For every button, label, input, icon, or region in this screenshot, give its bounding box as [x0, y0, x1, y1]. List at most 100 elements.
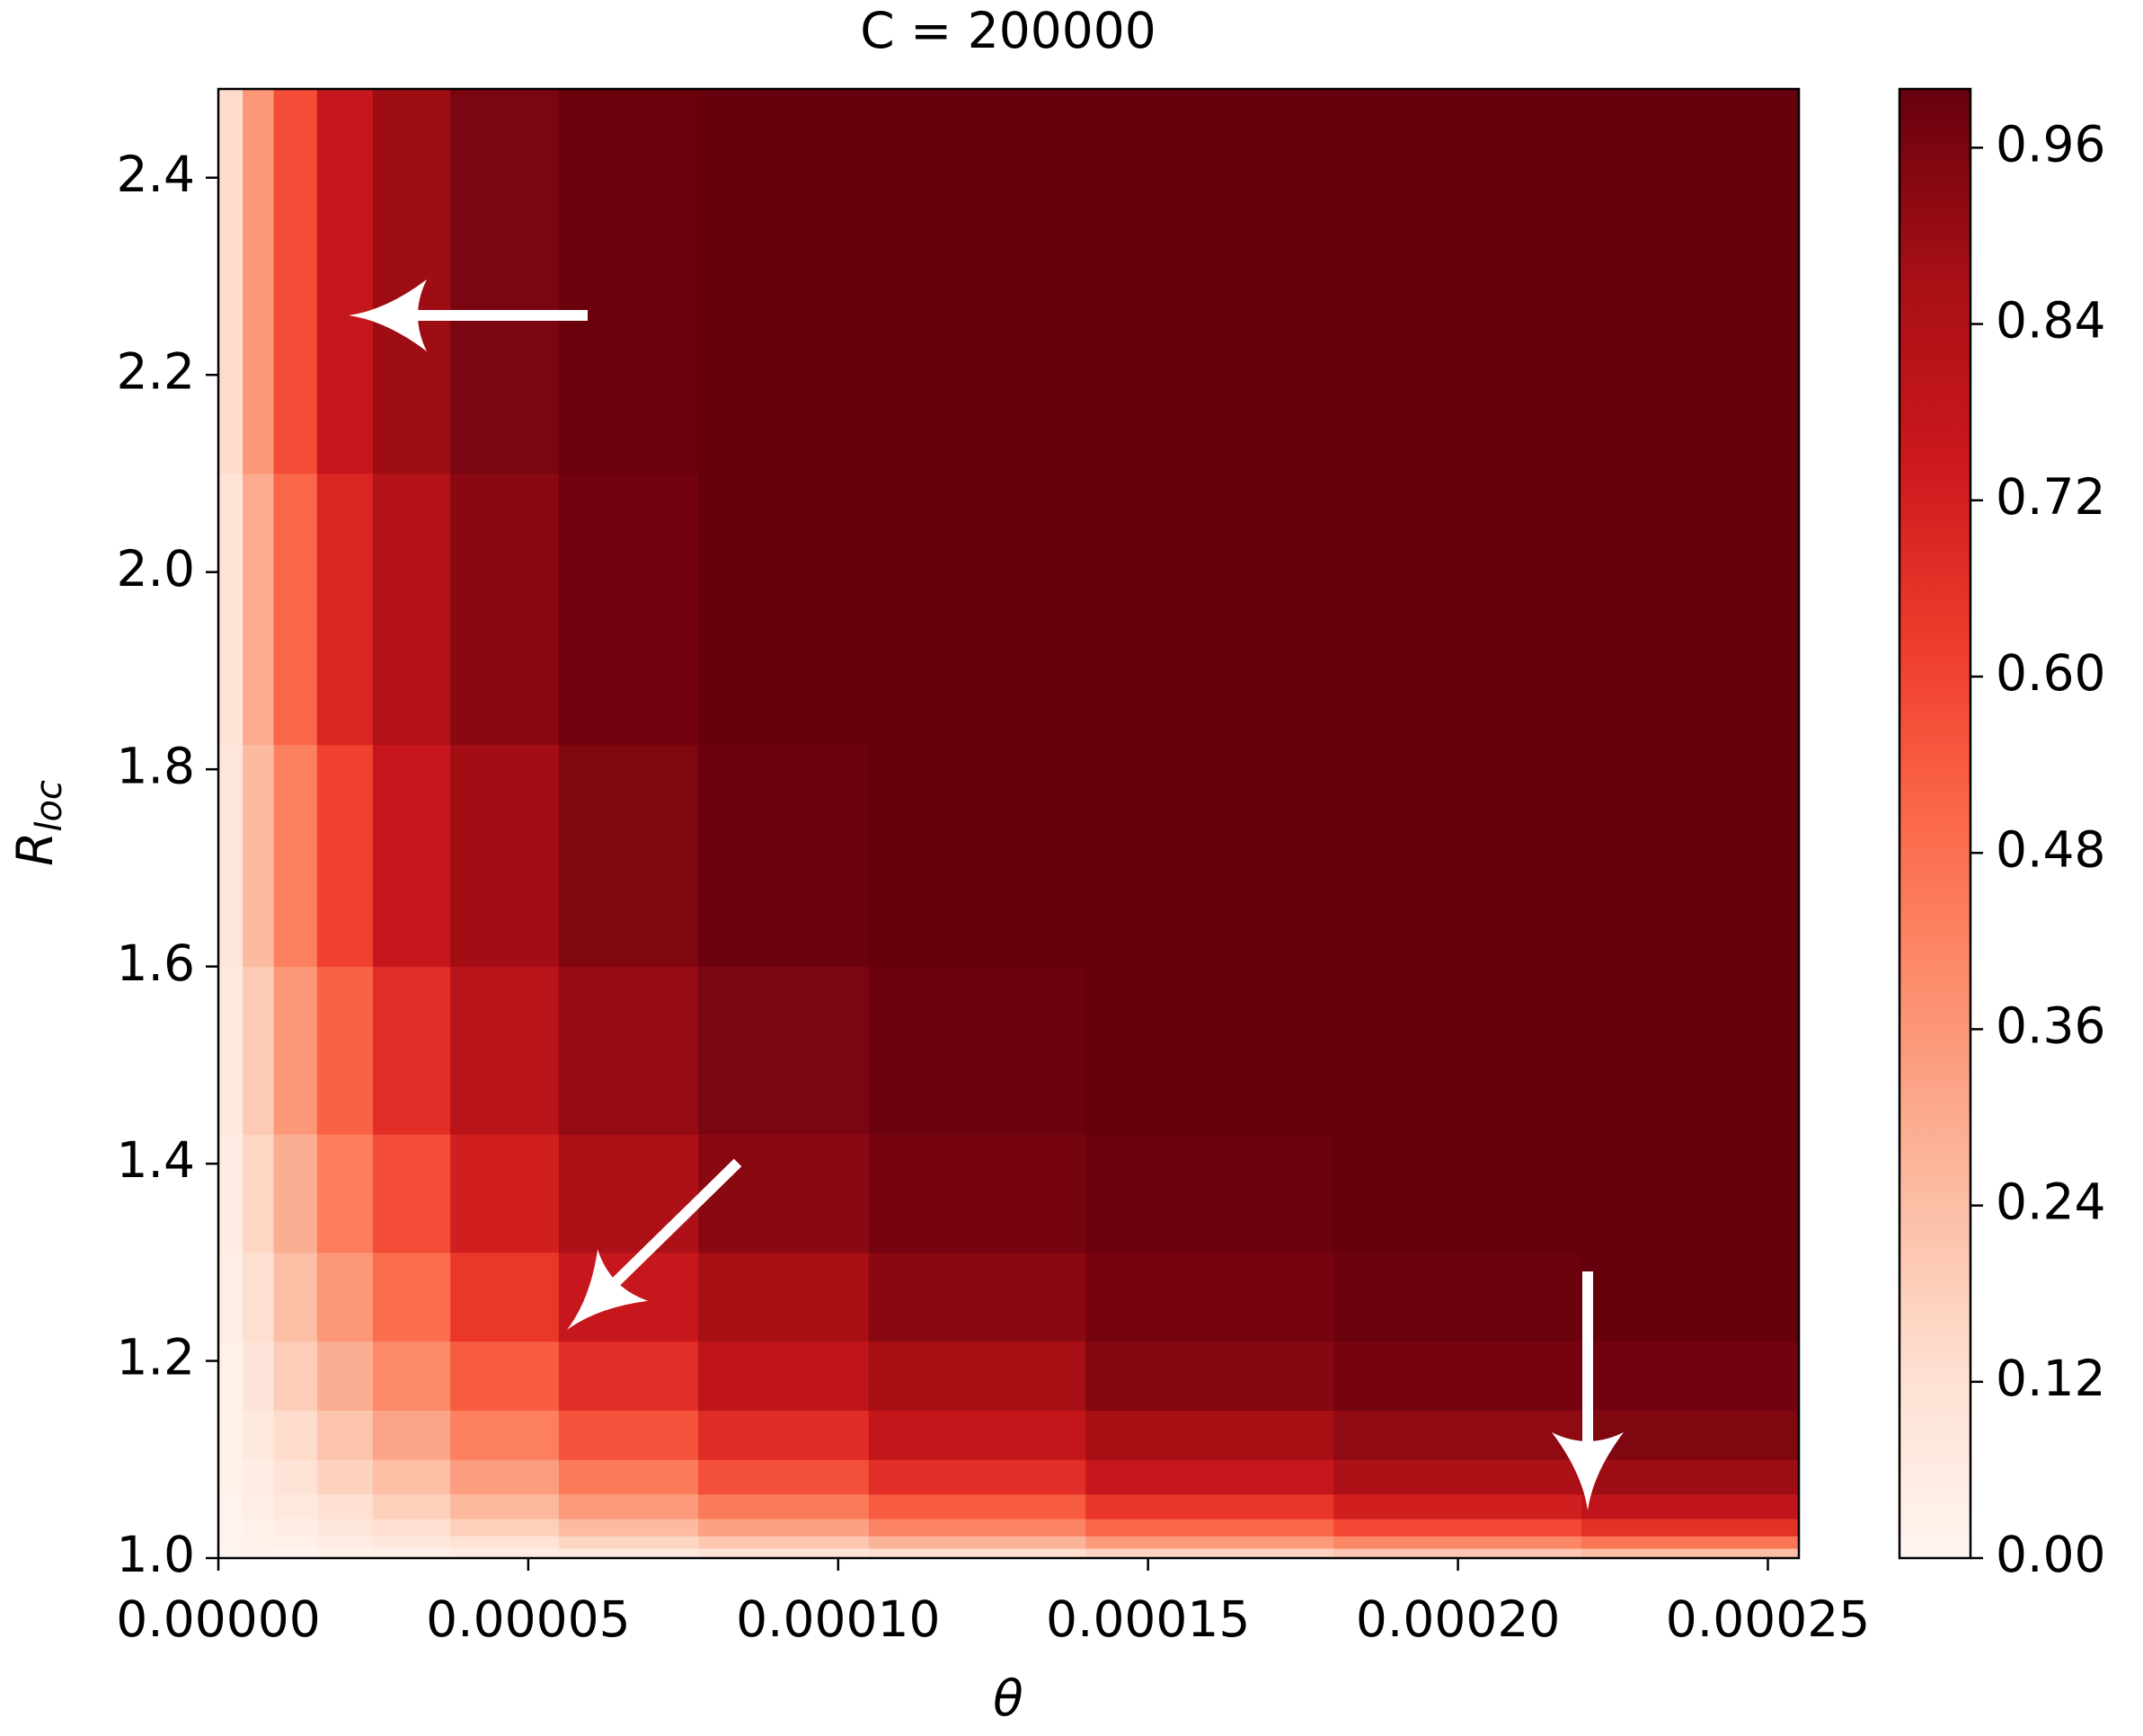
heat-cell	[218, 1547, 244, 1558]
heat-cell	[372, 966, 452, 1135]
y-tick-label: 1.4	[117, 1131, 195, 1189]
heat-cell	[316, 1535, 374, 1549]
y-axis-label-main: R	[6, 832, 64, 866]
heat-cell	[316, 1341, 374, 1411]
heat-cell	[1085, 1518, 1335, 1537]
heat-cell	[1085, 1341, 1335, 1411]
heat-cell	[1333, 1547, 1583, 1558]
heat-cell	[1085, 966, 1335, 1135]
heat-cell	[868, 1535, 1087, 1549]
heat-cell	[1085, 1458, 1335, 1495]
heat-cell	[372, 1409, 452, 1460]
heat-cell	[1581, 1535, 1799, 1549]
heat-cell	[868, 1547, 1087, 1558]
y-tick-label: 1.2	[117, 1329, 195, 1386]
heat-cell	[273, 1547, 318, 1558]
y-tick-label: 2.4	[117, 146, 195, 203]
heat-cell	[1085, 1409, 1335, 1460]
heat-cell	[218, 1409, 244, 1460]
heat-cell	[243, 1252, 275, 1342]
heat-cell	[558, 1458, 700, 1495]
heat-cell	[698, 1518, 870, 1537]
colorbar-tick-label: 0.84	[1996, 292, 2105, 350]
heat-cell	[316, 966, 374, 1135]
heat-cell	[372, 1252, 452, 1342]
heat-cell	[450, 1133, 560, 1253]
heat-cell	[558, 1493, 700, 1519]
heat-cell	[218, 1493, 244, 1519]
heat-cell	[243, 744, 275, 968]
heat-cell	[1085, 1547, 1335, 1558]
x-tick-label: 0.00000	[116, 1590, 320, 1648]
heat-cell	[698, 744, 870, 968]
colorbar-tick-label: 0.96	[1996, 116, 2105, 173]
heat-cell	[450, 1493, 560, 1519]
heat-cell	[273, 1458, 318, 1495]
x-axis-label: θ	[993, 1670, 1023, 1727]
heat-cell	[316, 1409, 374, 1460]
heat-cell	[558, 744, 700, 968]
heat-cell	[372, 744, 452, 968]
heat-cell	[316, 1547, 374, 1558]
heat-cell	[450, 473, 560, 746]
heat-cell	[1085, 744, 1335, 968]
heat-cell	[1581, 473, 1799, 746]
heat-cell	[243, 1518, 275, 1537]
heat-cell	[558, 1341, 700, 1411]
heat-cell	[1085, 1133, 1335, 1253]
heat-cell	[868, 89, 1087, 474]
heat-cell	[450, 1409, 560, 1460]
colorbar-tick-label: 0.72	[1996, 468, 2105, 526]
heat-cell	[218, 89, 244, 474]
axes-frame	[217, 87, 1801, 1560]
heat-cell	[316, 1252, 374, 1342]
heat-cell	[273, 966, 318, 1135]
y-axis-label-sub: loc	[29, 780, 70, 832]
heat-cell	[1333, 1535, 1583, 1549]
heat-cell	[1333, 89, 1583, 474]
heat-cell	[273, 473, 318, 746]
heat-cell	[1581, 89, 1799, 474]
heat-cell	[218, 1535, 244, 1549]
heat-cell	[450, 1341, 560, 1411]
heat-cell	[558, 1409, 700, 1460]
colorbar-tick-label: 0.60	[1996, 644, 2105, 702]
y-tick-label: 1.8	[117, 737, 195, 794]
heat-cell	[868, 473, 1087, 746]
heat-cell	[316, 1133, 374, 1253]
heat-cell	[1581, 1458, 1799, 1495]
heat-cell	[218, 1518, 244, 1537]
heat-cell	[698, 1341, 870, 1411]
x-tick-label: 0.00015	[1046, 1590, 1250, 1648]
heat-cell	[243, 966, 275, 1135]
heat-cell	[1333, 1341, 1583, 1411]
heat-cell	[868, 1493, 1087, 1519]
heat-cell	[1581, 1518, 1799, 1537]
heat-cell	[372, 1518, 452, 1537]
heat-cell	[1085, 89, 1335, 474]
colorbar-tick-label: 0.00	[1996, 1526, 2105, 1583]
heat-cell	[868, 1252, 1087, 1342]
heat-cell	[1085, 1252, 1335, 1342]
heat-cell	[868, 744, 1087, 968]
colorbar-tick-label: 0.36	[1996, 997, 2105, 1055]
heat-cell	[868, 1133, 1087, 1253]
heat-cell	[1333, 966, 1583, 1135]
heat-cell	[218, 1341, 244, 1411]
heat-cell	[698, 1409, 870, 1460]
heat-cell	[273, 1409, 318, 1460]
heat-cell	[698, 1547, 870, 1558]
heat-cell	[1581, 1409, 1799, 1460]
colorbar-tick-label: 0.24	[1996, 1174, 2105, 1231]
heat-cell	[1333, 1458, 1583, 1495]
heat-cell	[450, 966, 560, 1135]
heatmap	[218, 89, 1799, 1558]
arrow	[1552, 1271, 1624, 1510]
heat-cell	[698, 1458, 870, 1495]
heat-cell	[558, 89, 700, 474]
heat-cell	[243, 1133, 275, 1253]
heat-cell	[1333, 1409, 1583, 1460]
heat-cell	[868, 1518, 1087, 1537]
heat-cell	[1581, 1252, 1799, 1342]
